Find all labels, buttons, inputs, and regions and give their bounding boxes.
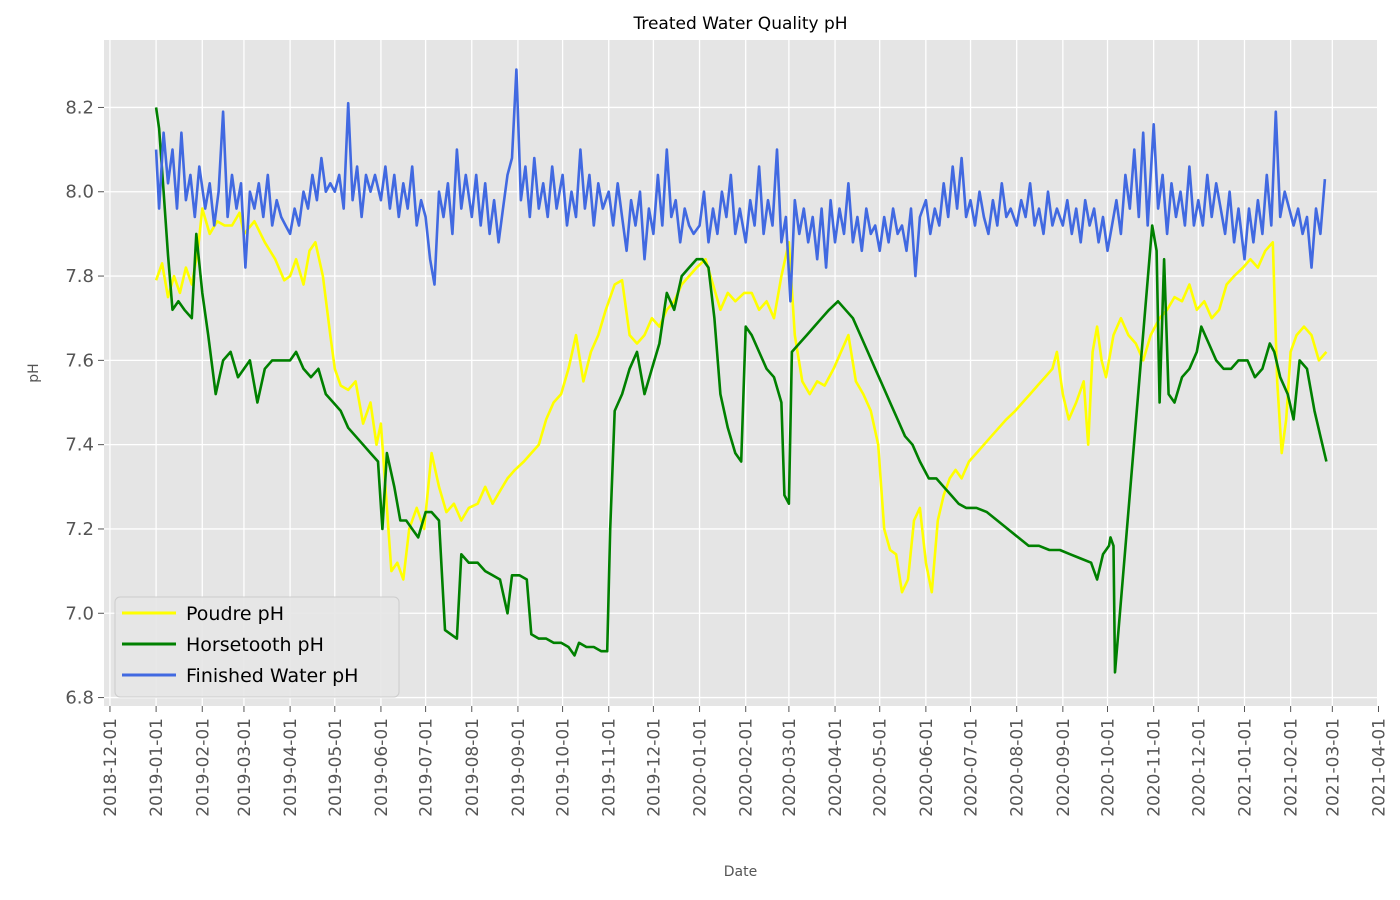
y-axis-label: pH: [26, 363, 42, 382]
legend-box: [114, 596, 400, 698]
x-tick-label: 2019-06-01: [372, 718, 392, 817]
x-tick-label: 2019-10-01: [554, 718, 574, 817]
x-tick-label: 2019-08-01: [463, 718, 483, 817]
x-tick-label: 2020-08-01: [1008, 718, 1028, 817]
x-tick-label: 2020-05-01: [871, 718, 891, 817]
x-tick-label: 2020-04-01: [826, 718, 846, 817]
series-line-horsetooth-ph: [154, 107, 1328, 674]
x-tick-label: 2020-10-01: [1099, 718, 1119, 817]
x-tick-label: 2019-12-01: [644, 718, 664, 817]
x-tick-label: 2020-11-01: [1145, 718, 1165, 817]
series-line-poudre-ph: [154, 207, 1328, 594]
x-tick-label: 2020-03-01: [780, 718, 800, 817]
y-tick-label: 7.0: [65, 603, 94, 624]
x-tick-label: 2019-01-01: [147, 718, 167, 817]
y-tick-label: 7.8: [65, 266, 94, 287]
x-tick-label: 2019-04-01: [281, 718, 301, 817]
x-tick-label: 2018-12-01: [101, 718, 121, 817]
legend-entry: Finished Water pH: [186, 665, 358, 687]
x-axis-ticks: 2018-12-01 2019-01-01 2019-02-01 2019-03-01…: [101, 706, 1389, 817]
x-tick-label: 2021-04-01: [1369, 718, 1389, 817]
x-tick-label: 2019-07-01: [417, 718, 437, 817]
x-tick-label: 2020-01-01: [691, 718, 711, 817]
y-axis-ticks: 6.8 7.0 7.2 7.4 7.6 7.8 8.0 8.2: [65, 97, 104, 709]
chart-title: Treated Water Quality pH: [632, 14, 847, 34]
legend: Poudre pH Horsetooth pH Finished Water pH: [114, 596, 400, 698]
x-tick-label: 2020-06-01: [917, 718, 937, 817]
y-tick-label: 7.6: [65, 350, 94, 371]
x-tick-label: 2021-01-01: [1235, 718, 1255, 817]
legend-entry: Poudre pH: [186, 603, 284, 625]
x-axis-label: Date: [724, 864, 757, 880]
x-tick-label: 2019-11-01: [600, 718, 620, 817]
x-tick-label: 2020-09-01: [1054, 718, 1074, 817]
y-tick-label: 7.2: [65, 519, 94, 540]
x-tick-label: 2020-12-01: [1189, 718, 1209, 817]
x-tick-label: 2021-02-01: [1282, 718, 1302, 817]
y-tick-label: 8.2: [65, 97, 94, 118]
x-tick-label: 2019-05-01: [326, 718, 346, 817]
series-line-finished-water-ph: [154, 68, 1327, 303]
x-tick-label: 2019-09-01: [509, 718, 529, 817]
x-tick-label: 2021-03-01: [1323, 718, 1343, 817]
y-tick-label: 6.8: [65, 688, 94, 709]
series-lines: [154, 68, 1328, 674]
legend-entry: Horsetooth pH: [186, 634, 324, 656]
y-tick-label: 8.0: [65, 182, 94, 203]
y-tick-label: 7.4: [65, 435, 94, 456]
x-tick-label: 2019-02-01: [193, 718, 213, 817]
x-tick-label: 2020-02-01: [737, 718, 757, 817]
x-tick-label: 2019-03-01: [235, 718, 255, 817]
x-tick-label: 2020-07-01: [962, 718, 982, 817]
